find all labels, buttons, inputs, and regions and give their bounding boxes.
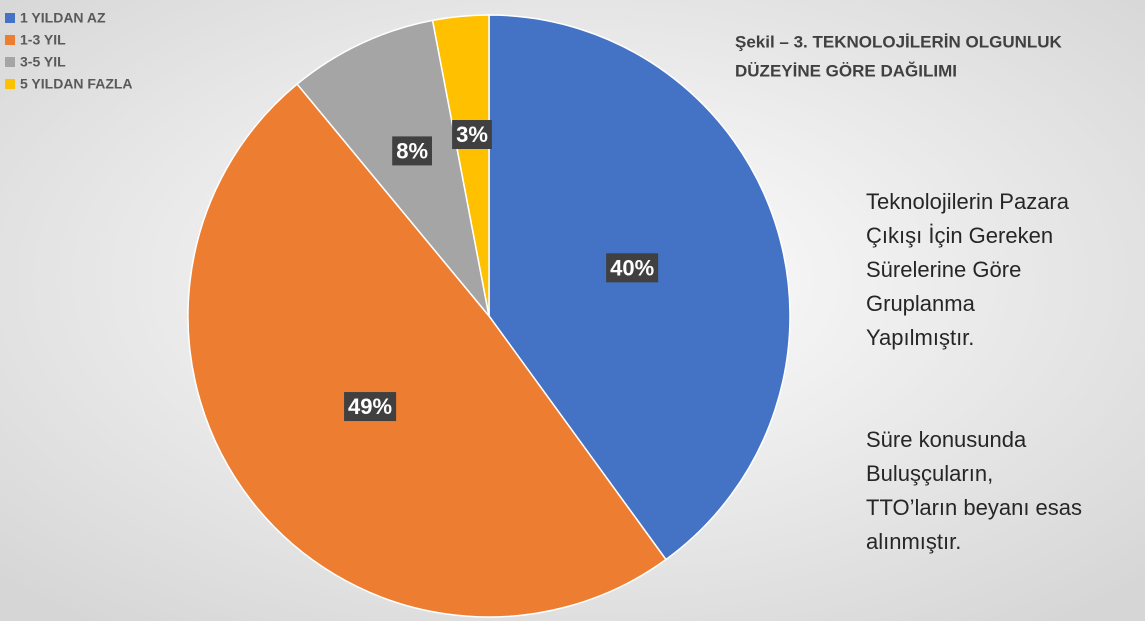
annotation-line: Süre konusunda <box>866 427 1027 452</box>
data-label-box <box>392 136 433 166</box>
annotation-line: Buluşçuların, <box>866 461 993 486</box>
legend-swatch <box>5 35 15 45</box>
legend-swatch <box>5 57 15 67</box>
pie-slice <box>187 83 667 618</box>
pie-slice <box>488 14 791 561</box>
legend-swatch <box>5 79 15 89</box>
annotation-line: alınmıştır. <box>866 529 961 554</box>
legend-label: 1-3 YIL <box>20 32 66 48</box>
data-label-box <box>606 253 659 283</box>
annotation-line: Sürelerine Göre <box>866 257 1021 282</box>
legend-label: 5 YILDAN FAZLA <box>20 76 133 92</box>
legend-label: 3-5 YIL <box>20 54 66 70</box>
data-label: 3% <box>456 122 488 147</box>
annotation-line: Gruplanma <box>866 291 976 316</box>
annotation-line: Teknolojilerin Pazara <box>866 189 1070 214</box>
legend-label: 1 YILDAN AZ <box>20 10 106 26</box>
data-label: 49% <box>348 394 392 419</box>
pie-slice <box>296 19 490 317</box>
legend-swatch <box>5 13 15 23</box>
annotation-line: TTO’ların beyanı esas <box>866 495 1082 520</box>
pie-slice <box>431 14 490 317</box>
chart-title: Şekil – 3. TEKNOLOJİLERİN OLGUNLUK <box>735 32 1063 51</box>
data-label-box <box>344 392 397 422</box>
data-label: 40% <box>610 255 654 280</box>
annotation-line: Çıkışı İçin Gereken <box>866 223 1053 248</box>
chart-title: DÜZEYİNE GÖRE DAĞILIMI <box>735 61 957 80</box>
annotation-line: Yapılmıştır. <box>866 325 974 350</box>
data-label: 8% <box>396 138 428 163</box>
data-label-box <box>452 120 492 150</box>
